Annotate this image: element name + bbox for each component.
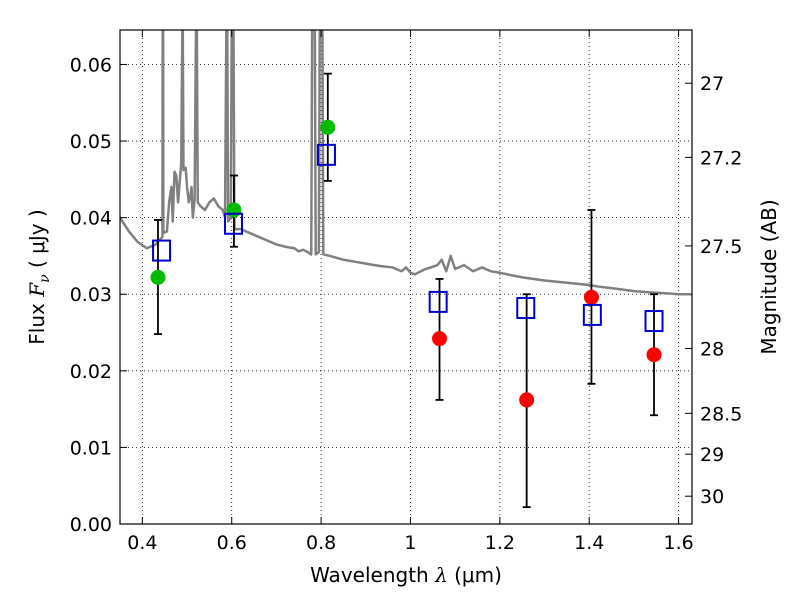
y-axis-ticks: 0.00 0.01 0.02 0.03 0.04 0.05 0.06 — [70, 54, 127, 536]
y-tick-label: 0.05 — [70, 131, 112, 153]
photometry-point — [519, 392, 535, 408]
photometry-point — [583, 289, 599, 305]
y-tick-label: 0.04 — [70, 208, 112, 230]
model-square — [644, 310, 664, 333]
error-bars — [153, 72, 659, 509]
grid — [120, 30, 692, 525]
plot-frame — [119, 29, 693, 525]
y2-tick-label: 27 — [700, 73, 724, 95]
y-axis-label: Flux Fν ( μJy ) — [25, 209, 53, 344]
y-tick-label: 0.01 — [70, 437, 112, 459]
model-square — [316, 143, 336, 166]
x-tick-label: 1.6 — [663, 532, 693, 554]
x-tick-label: 0.6 — [217, 532, 247, 554]
y-tick-label: 0.02 — [70, 361, 112, 383]
model-square — [152, 239, 172, 262]
y2-tick-label: 28 — [700, 339, 724, 361]
photometry-point — [320, 119, 336, 135]
x-tick-label: 1.4 — [574, 532, 604, 554]
x-tick-label: 1 — [404, 532, 416, 554]
spectrum-line — [120, 30, 692, 296]
y-tick-label: 0.06 — [70, 54, 112, 76]
model-square — [428, 290, 448, 313]
model-square — [582, 303, 602, 326]
model-square — [516, 297, 536, 320]
photometry-point — [150, 269, 166, 285]
x-axis-ticks: 0.4 0.6 0.8 1 1.2 1.4 1.6 — [127, 30, 694, 554]
photometry-point — [646, 347, 662, 363]
x-axis-label: Wavelength λ (μm) — [310, 563, 502, 587]
y2-tick-label: 29 — [700, 444, 724, 466]
x-tick-label: 0.8 — [306, 532, 336, 554]
y2-tick-label: 30 — [700, 486, 724, 508]
y-tick-label: 0.00 — [70, 514, 112, 536]
x-tick-label: 0.4 — [127, 532, 157, 554]
model-spectrum — [120, 30, 692, 296]
y2-tick-label: 28.5 — [700, 403, 742, 425]
y2-axis-label: Magnitude (AB) — [757, 199, 781, 354]
model-square — [224, 212, 244, 235]
x-tick-label: 1.2 — [485, 532, 515, 554]
y-tick-label: 0.03 — [70, 284, 112, 306]
photometry-point — [432, 331, 448, 347]
model-photometry-squares — [152, 143, 664, 333]
y2-axis-ticks: 27 27.2 27.5 28 28.5 29 30 — [685, 73, 742, 508]
photometry-point — [226, 202, 242, 218]
y2-tick-label: 27.5 — [700, 236, 742, 258]
y2-tick-label: 27.2 — [700, 147, 742, 169]
